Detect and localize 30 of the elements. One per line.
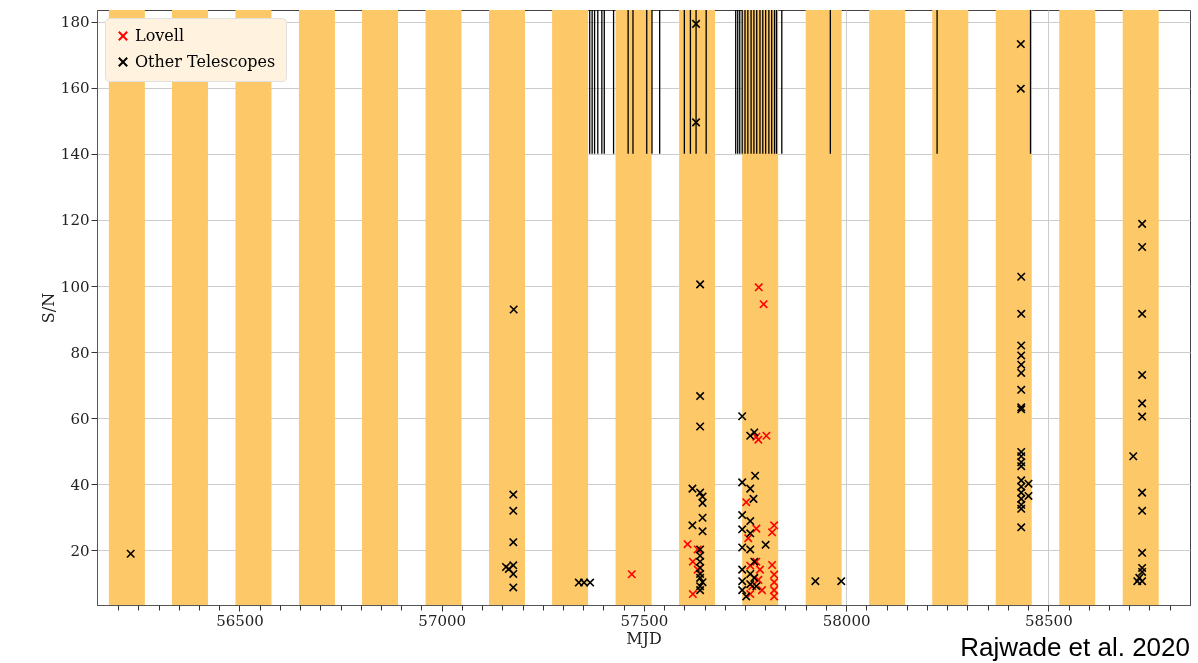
point [688, 557, 698, 567]
y-axis-title: S/N [38, 292, 58, 324]
x-tick-label: 57000 [418, 611, 467, 630]
y-tick-label: 100 [60, 277, 90, 296]
point [683, 539, 693, 549]
text: Rajwade et al. 2020 [960, 632, 1190, 662]
point [759, 299, 769, 309]
x-tick-label: 57500 [620, 611, 669, 630]
y-tick-label: 20 [70, 541, 90, 560]
point [741, 497, 751, 507]
x-tick-label: 58500 [1024, 611, 1073, 630]
point [761, 431, 771, 441]
y-tick-label: 40 [70, 475, 90, 494]
x-tick-label: 56500 [216, 611, 264, 630]
y-tick-label: 180 [60, 13, 90, 32]
legend-label: Lovell [135, 26, 184, 45]
legend-label: Other Telescopes [135, 52, 276, 71]
y-tick-label: 120 [60, 211, 90, 230]
y-tick-label: 140 [60, 145, 90, 164]
x-tick-label: 58000 [822, 611, 871, 630]
point [688, 589, 698, 599]
x-axis-title: MJD [626, 628, 662, 648]
point [757, 585, 767, 595]
y-tick-label: 160 [60, 79, 90, 98]
point [754, 282, 764, 292]
point [751, 524, 761, 534]
y-tick-label: 60 [70, 409, 90, 428]
point [627, 569, 637, 579]
y-tick-label: 80 [70, 343, 90, 362]
point [743, 533, 753, 543]
